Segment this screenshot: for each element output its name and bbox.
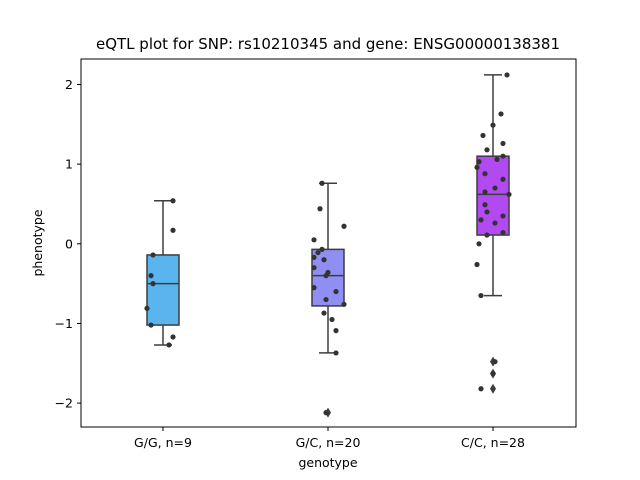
data-point	[311, 285, 317, 291]
plot-area: −2 −1 0 1 2 G/G, n=9 G/C, n=20 C/C, n=28	[55, 58, 577, 450]
data-point	[319, 246, 325, 252]
y-tick-label: 2	[65, 77, 73, 92]
data-point	[500, 213, 506, 219]
data-point	[166, 342, 172, 348]
data-point	[478, 292, 484, 299]
data-point	[311, 265, 317, 271]
data-point	[500, 176, 506, 182]
data-point	[317, 206, 323, 212]
data-point	[500, 153, 506, 159]
data-point	[323, 296, 329, 303]
data-point	[484, 147, 490, 153]
data-point	[474, 164, 480, 170]
data-point	[494, 156, 500, 162]
data-point	[170, 334, 176, 340]
data-point	[506, 191, 512, 198]
data-point	[150, 281, 156, 287]
data-point	[144, 305, 150, 311]
data-point	[333, 328, 339, 334]
data-point	[482, 171, 488, 177]
data-point	[311, 254, 317, 260]
data-point	[341, 223, 347, 229]
data-point	[333, 350, 339, 356]
data-point	[482, 189, 488, 195]
data-point	[148, 322, 154, 328]
data-point	[492, 220, 498, 226]
y-tick-label: 1	[65, 157, 73, 172]
data-point	[498, 111, 504, 117]
data-point	[170, 227, 176, 233]
data-point	[490, 122, 496, 128]
data-point	[492, 185, 498, 191]
data-point	[476, 159, 482, 165]
y-tick-label: −2	[55, 396, 73, 411]
outlier-marker	[490, 383, 496, 394]
data-point	[476, 241, 482, 247]
data-point	[504, 72, 510, 78]
data-point	[492, 359, 498, 365]
data-point	[329, 316, 335, 323]
data-point	[170, 198, 176, 204]
data-point	[148, 273, 154, 279]
data-point	[325, 269, 331, 276]
data-point	[315, 249, 321, 256]
data-point	[319, 180, 325, 186]
box-1	[146, 254, 180, 326]
data-point	[478, 386, 484, 392]
data-point	[490, 371, 496, 377]
y-tick-label: −1	[55, 316, 73, 331]
x-tick-label: C/C, n=28	[461, 435, 525, 450]
data-point	[482, 202, 488, 208]
data-point	[311, 237, 317, 243]
y-tick-label: 0	[65, 236, 73, 251]
data-point	[480, 132, 486, 139]
data-point	[478, 217, 484, 223]
data-point	[150, 252, 156, 258]
data-point	[484, 232, 490, 238]
data-point	[500, 140, 506, 147]
box-2	[311, 248, 345, 307]
chart-title: eQTL plot for SNP: rs10210345 and gene: …	[96, 35, 560, 53]
data-point	[321, 257, 327, 263]
y-axis-label: phenotype	[30, 209, 45, 276]
data-point	[474, 261, 480, 268]
data-point	[321, 310, 327, 316]
data-point	[341, 301, 347, 307]
data-point	[500, 230, 506, 236]
data-point	[484, 209, 490, 215]
x-tick-label: G/C, n=20	[296, 435, 361, 450]
x-tick-label: G/G, n=9	[134, 435, 192, 450]
x-axis-label: genotype	[298, 455, 357, 470]
data-point	[323, 410, 329, 416]
data-point	[333, 288, 339, 295]
